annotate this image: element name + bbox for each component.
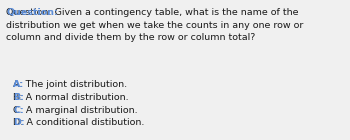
Text: column and divide them by the row or column total?: column and divide them by the row or col…: [6, 33, 256, 42]
Text: distribution we get when we take the counts in any one row or: distribution we get when we take the cou…: [6, 21, 304, 30]
Text: D: A conditional distibution.: D: A conditional distibution.: [13, 118, 145, 127]
Text: C:: C:: [13, 106, 24, 115]
Text: A: The joint distribution.: A: The joint distribution.: [13, 80, 127, 89]
Text: Question: Given a contingency table, what is the name of the: Question: Given a contingency table, wha…: [6, 8, 299, 17]
Text: D:: D:: [13, 118, 25, 127]
Text: A:: A:: [13, 80, 24, 89]
Text: B: A normal distribution.: B: A normal distribution.: [13, 93, 129, 102]
Text: Question:: Question:: [6, 8, 58, 17]
Text: B:: B:: [13, 93, 24, 102]
Text: C: A marginal distribution.: C: A marginal distribution.: [13, 106, 138, 115]
